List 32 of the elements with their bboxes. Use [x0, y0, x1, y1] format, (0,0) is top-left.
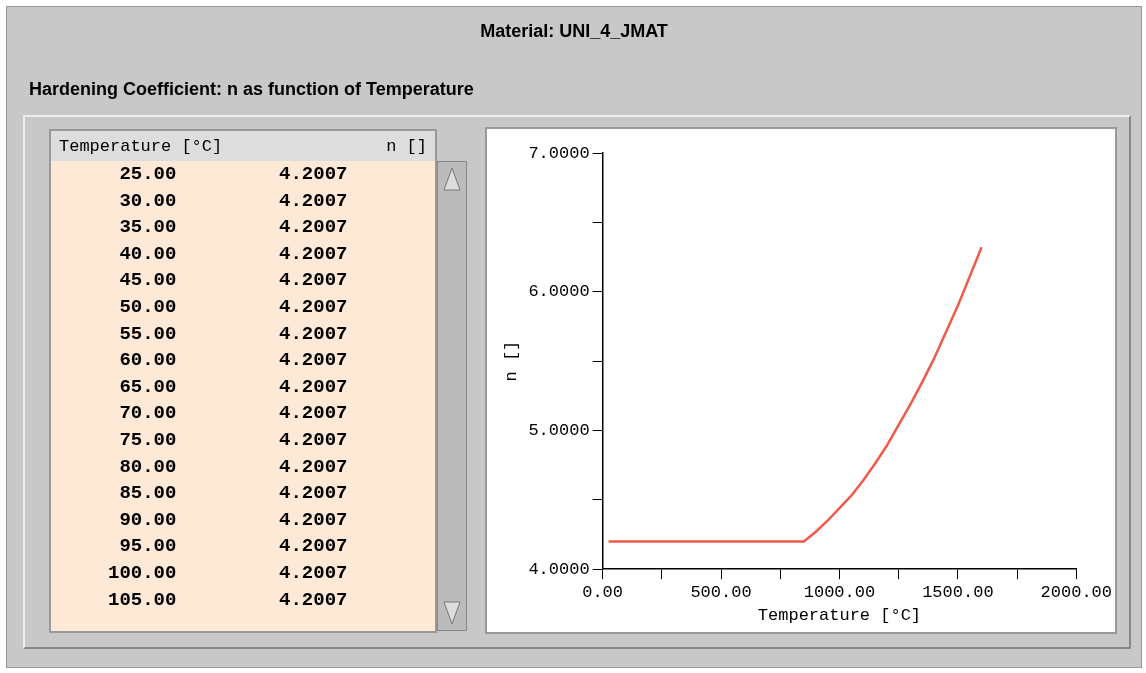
- text: Temperature [°C]: [59, 136, 223, 156]
- text: 30.00 4.2007: [118, 188, 349, 214]
- text: 95.00 4.2007: [118, 534, 349, 560]
- text: 55.00 4.2007: [118, 321, 349, 347]
- y-tick-label: 6.0000: [528, 282, 590, 302]
- x-tick-label: 0.00: [582, 582, 624, 602]
- text: 40.00 4.2007: [118, 241, 349, 267]
- text: 105.00 4.2007: [107, 587, 349, 613]
- text: 75.00 4.2007: [118, 427, 349, 453]
- text: 35.00 4.2007: [118, 215, 349, 241]
- text: 70.00 4.2007: [118, 401, 349, 427]
- y-tick-label: 7.0000: [528, 143, 590, 163]
- text: 45.00 4.2007: [118, 268, 349, 294]
- text: 25.00 4.2007: [118, 162, 349, 187]
- text: 65.00 4.2007: [118, 374, 349, 400]
- y-axis-title: n []: [501, 340, 521, 382]
- text: 100.00 4.2007: [107, 560, 349, 586]
- x-tick-label: 2000.00: [1040, 582, 1113, 602]
- chart-title: Material: UNI_4_JMAT: [479, 21, 669, 42]
- text: 50.00 4.2007: [118, 294, 349, 320]
- text: n []: [386, 136, 427, 156]
- text: 90.00 4.2007: [118, 507, 349, 533]
- x-tick-label: 1500.00: [922, 582, 994, 602]
- x-tick-label: 500.00: [690, 582, 752, 602]
- x-axis-title: Temperature [°C]: [757, 606, 922, 626]
- text: 85.00 4.2007: [118, 481, 349, 507]
- y-tick-label: 4.0000: [528, 559, 590, 579]
- text: 60.00 4.2007: [118, 348, 349, 374]
- text: Hardening Coefficient: n as function of Temperature: [29, 79, 474, 100]
- text: 80.00 4.2007: [118, 454, 349, 480]
- y-tick-label: 5.0000: [528, 420, 590, 440]
- x-tick-label: 1000.00: [803, 582, 876, 602]
